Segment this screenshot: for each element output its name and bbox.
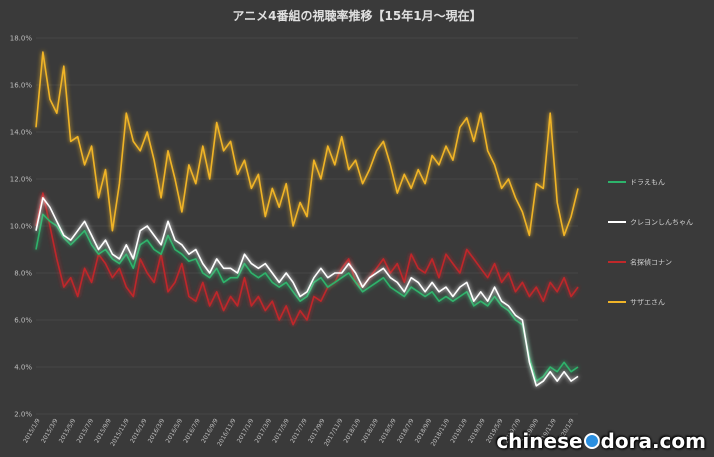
x-tick-label: 2018/5/9 [378, 417, 398, 444]
series-line-3 [35, 51, 579, 237]
x-tick-label: 2016/3/9 [147, 417, 167, 444]
x-tick-label: 2017/3/9 [254, 417, 274, 444]
watermark-logo: chinese dora.com [496, 429, 706, 453]
x-tick-label: 2015/3/9 [40, 417, 60, 444]
chart-title: アニメ4番組の視聴率推移【15年1月～現在】 [232, 8, 481, 23]
legend-label-0: ドラえもん [630, 179, 665, 187]
series-line-2 [35, 192, 579, 326]
y-tick-label: 2.0% [14, 411, 32, 419]
x-axis-ticks: 2015/1/92015/3/92015/5/92015/7/92015/9/9… [22, 417, 576, 447]
legend-label-1: クレヨンしんちゃん [630, 219, 693, 227]
x-tick-label: 2018/7/9 [396, 417, 416, 444]
x-tick-label: 2015/9/9 [93, 417, 113, 444]
y-tick-label: 14.0% [10, 129, 33, 137]
x-tick-label: 2016/5/9 [165, 417, 185, 444]
x-tick-label: 2016/11/9 [216, 417, 238, 447]
x-tick-label: 2017/1/9 [236, 417, 256, 444]
x-tick-label: 2016/1/9 [129, 417, 149, 444]
series-lines [35, 51, 579, 387]
y-tick-label: 18.0% [10, 35, 33, 43]
x-tick-label: 2015/1/9 [22, 417, 42, 444]
y-tick-label: 16.0% [10, 82, 33, 90]
y-tick-label: 12.0% [10, 176, 33, 184]
x-tick-label: 2016/9/9 [200, 417, 220, 444]
x-tick-label: 2018/3/9 [360, 417, 380, 444]
x-tick-label: 2015/7/9 [76, 417, 96, 444]
x-tick-label: 2019/1/9 [449, 417, 469, 444]
legend-label-3: サザエさん [630, 299, 665, 307]
series-line-1 [35, 197, 579, 387]
x-tick-label: 2015/11/9 [109, 417, 131, 447]
x-tick-label: 2017/5/9 [271, 417, 291, 444]
x-tick-label: 2017/9/9 [307, 417, 327, 444]
y-tick-label: 10.0% [10, 223, 33, 231]
x-tick-label: 2018/1/9 [343, 417, 363, 444]
series-line-0 [35, 213, 579, 382]
x-tick-label: 2019/3/9 [467, 417, 487, 444]
legend-label-2: 名探偵コナン [630, 258, 672, 267]
x-tick-label: 2018/11/9 [430, 417, 452, 447]
x-tick-label: 2018/9/9 [414, 417, 434, 444]
y-tick-label: 8.0% [14, 270, 32, 278]
x-tick-label: 2017/7/9 [289, 417, 309, 444]
y-tick-label: 4.0% [14, 364, 32, 372]
x-tick-label: 2017/11/9 [323, 417, 345, 447]
y-tick-label: 6.0% [14, 317, 32, 325]
x-tick-label: 2016/7/9 [182, 417, 202, 444]
y-axis-ticks: 2.0% 4.0% 6.0% 8.0% 10.0% 12.0% 14.0% 16.0% 18.0… [10, 35, 33, 419]
x-tick-label: 2015/5/9 [58, 417, 78, 444]
watermark-dot-icon [583, 433, 600, 449]
grid-lines [36, 37, 578, 415]
